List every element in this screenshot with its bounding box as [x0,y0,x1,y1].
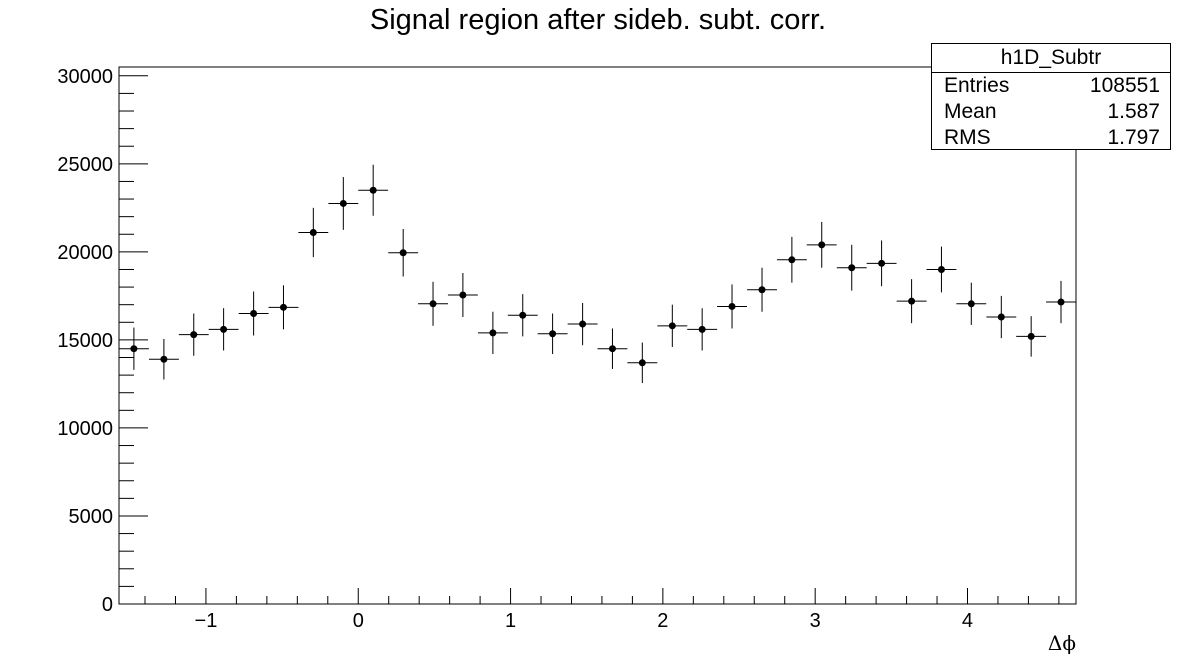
stats-box: h1D_Subtr Entries 108551 Mean 1.587 RMS … [931,43,1171,150]
data-point [148,339,179,380]
data-marker [369,186,377,194]
x-axis-title: Δϕ [1048,631,1076,655]
data-point [388,228,419,277]
data-marker [878,259,886,267]
x-tick-label: 1 [505,610,516,632]
stats-rms-value: 1.797 [1107,126,1160,149]
data-point [717,284,747,329]
data-point [926,246,957,293]
data-marker [967,300,975,308]
data-marker [728,302,736,310]
data-point [687,308,718,351]
data-point [896,279,927,324]
data-marker [608,345,616,353]
data-marker [339,199,347,207]
data-marker [519,311,527,319]
data-point [836,244,867,291]
data-point [358,164,389,216]
data-marker [997,313,1005,321]
y-tick-label: 5000 [69,506,114,528]
data-point [806,221,837,268]
data-point [627,342,658,384]
data-marker [788,256,796,264]
stats-rms-label: RMS [944,126,991,149]
data-point [328,177,359,230]
data-point [238,291,269,336]
chart-title: Signal region after sideb. subt. corr. [369,4,827,36]
data-marker [908,297,916,305]
stats-mean-label: Mean [944,100,997,123]
data-point [447,272,478,318]
data-marker [758,286,766,294]
data-marker [489,329,497,337]
x-tick-label: 2 [657,610,668,632]
data-point [477,311,508,354]
data-points [118,164,1076,384]
y-axis: 0 5000 10000 15000 20000 25000 30000 [57,66,148,616]
plot-frame [118,66,1077,605]
stats-entries-value: 108551 [1089,74,1160,97]
stats-row-mean: Mean 1.587 [932,99,1170,125]
data-marker [220,325,228,333]
data-marker [250,309,258,317]
data-marker [429,300,437,308]
data-point [268,285,299,330]
data-marker [549,330,557,338]
y-tick-label: 15000 [57,330,113,352]
data-marker [160,355,168,363]
data-marker [279,303,287,311]
data-point [866,240,897,287]
data-marker [309,229,317,237]
stats-entries-label: Entries [944,74,1010,97]
data-point [298,207,329,258]
data-marker [937,265,945,273]
y-tick-label: 30000 [57,66,113,88]
data-marker [638,359,646,367]
x-axis: −1 0 1 2 3 4 [144,588,1060,632]
x-tick-label: −1 [195,610,218,632]
data-marker [130,345,138,353]
stats-row-entries: Entries 108551 [932,73,1170,99]
data-marker [459,291,467,299]
data-point [118,327,149,370]
x-tick-label: 3 [810,610,821,632]
data-point [657,304,688,347]
stats-mean-value: 1.587 [1107,100,1160,123]
y-tick-label: 25000 [57,154,113,176]
data-marker [399,249,407,257]
data-point [1046,280,1076,324]
data-point [956,282,987,325]
data-point [776,236,807,283]
data-point [747,267,777,312]
data-marker [848,264,856,272]
y-tick-label: 0 [102,594,113,616]
y-tick-label: 20000 [57,242,113,264]
data-marker [1057,298,1065,306]
data-marker [668,322,676,330]
y-tick-label: 10000 [57,418,113,440]
data-marker [579,320,587,328]
data-point [418,281,448,326]
stats-histogram-name: h1D_Subtr [932,44,1170,73]
data-marker [1027,332,1035,340]
x-tick-label: 0 [353,610,364,632]
stats-row-rms: RMS 1.797 [932,125,1170,151]
data-point [597,328,628,369]
data-point [1016,316,1047,357]
data-point [567,302,598,346]
data-point [537,313,568,354]
data-marker [818,241,826,249]
data-point [986,295,1017,339]
data-marker [698,325,706,333]
x-tick-label: 4 [962,610,973,632]
data-point [208,308,239,351]
data-point [507,294,538,337]
data-marker [190,331,198,339]
data-point [178,313,209,356]
